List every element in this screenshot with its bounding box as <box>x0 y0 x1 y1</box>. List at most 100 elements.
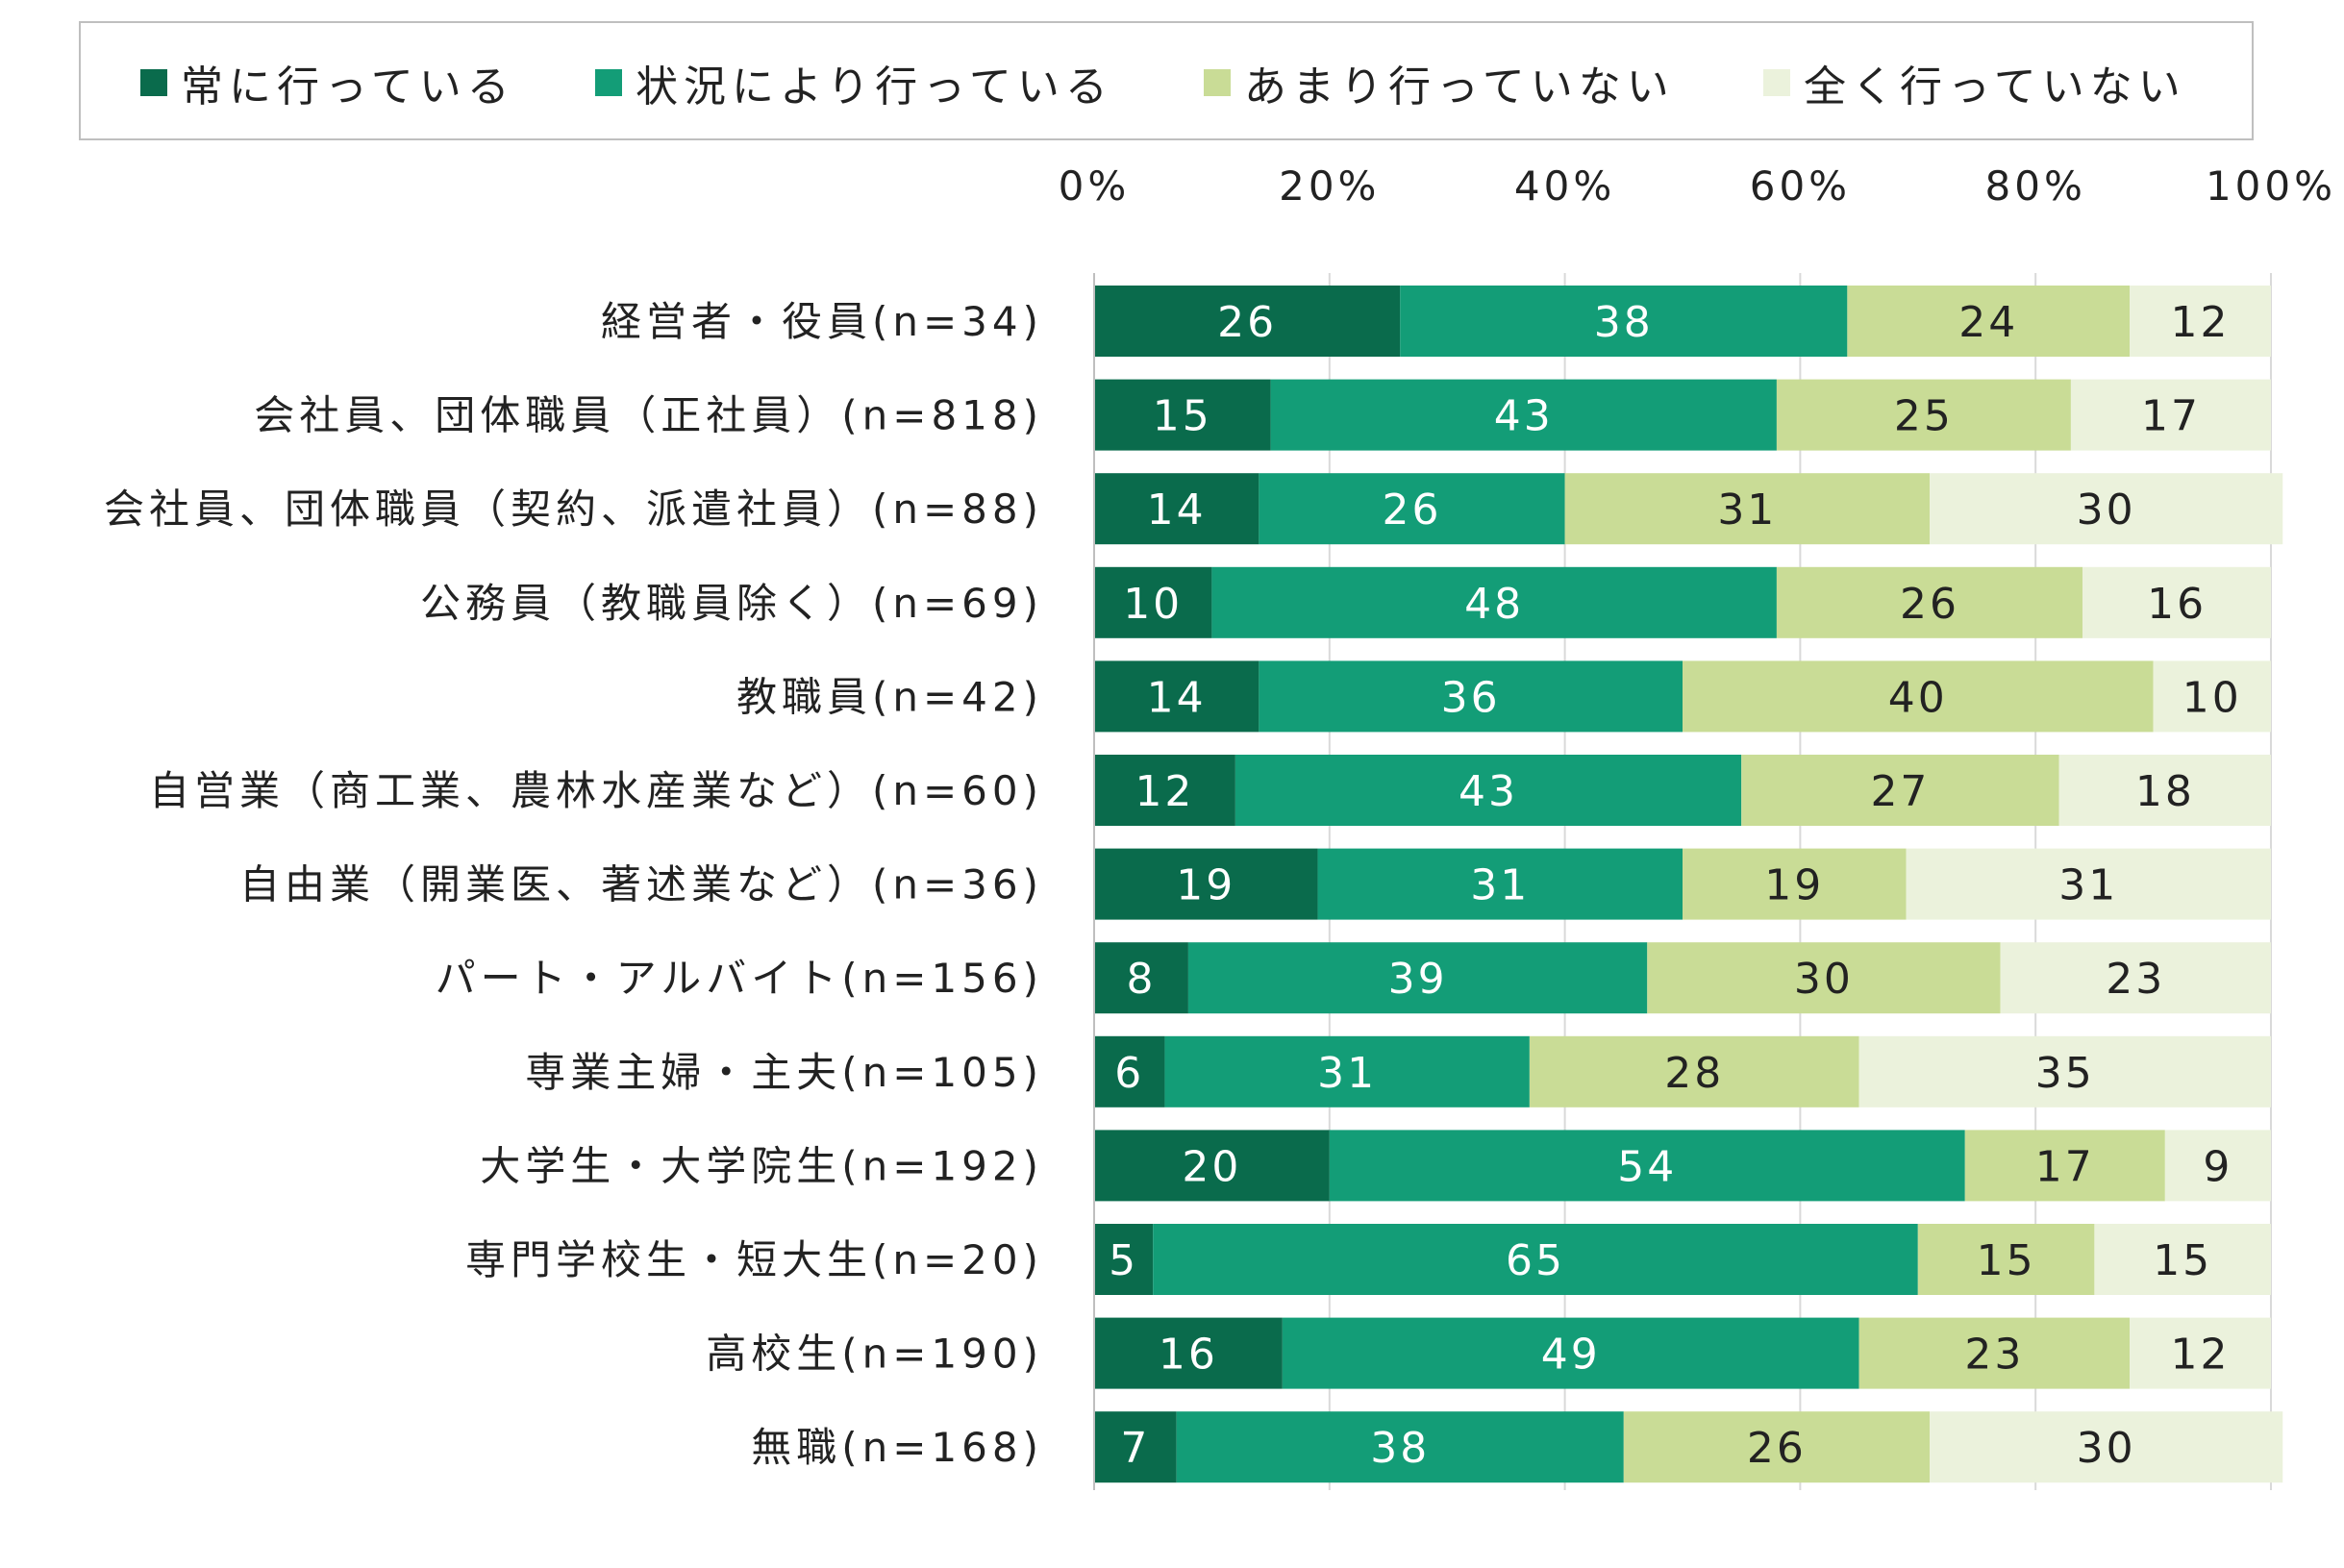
bar-segment <box>2164 1130 2271 1202</box>
legend-label-never: 全く行っていない <box>1804 62 2186 112</box>
bar-segment <box>1176 1411 1624 1483</box>
bar-segment <box>1094 1411 1177 1483</box>
data-label: 28 <box>1664 1049 1724 1098</box>
data-label: 24 <box>1958 298 2018 347</box>
data-label: 30 <box>1794 955 1854 1004</box>
bar-segment <box>1234 755 1742 826</box>
legend-swatch-depending <box>595 69 622 96</box>
data-label: 49 <box>1541 1331 1601 1380</box>
bar-segment <box>1094 379 1271 451</box>
bar-segment <box>1683 660 2154 733</box>
data-label: 16 <box>2147 580 2207 629</box>
bar-segment <box>1094 566 1212 638</box>
bar-segment <box>1094 660 1259 733</box>
data-label: 26 <box>1747 1424 1807 1473</box>
bar-segment <box>1683 848 1907 920</box>
data-label: 43 <box>1459 767 1518 816</box>
bar-segment <box>1741 755 2059 826</box>
bar-segment <box>2153 660 2271 733</box>
bar-segment <box>2094 1224 2271 1295</box>
legend-item-never: 全く行っていない <box>1763 23 2186 142</box>
data-label: 26 <box>1900 580 1959 629</box>
bar-segment <box>1906 848 2271 920</box>
data-label: 40 <box>1888 673 1948 722</box>
bar-segment <box>1317 848 1683 920</box>
legend-label-always: 常に行っている <box>181 62 515 112</box>
bar-segment <box>1917 1224 2095 1295</box>
bar-segment <box>2000 942 2271 1014</box>
bar-segment <box>1964 1130 2165 1202</box>
data-label: 65 <box>1506 1236 1565 1285</box>
legend-item-depending: 状況により行っている <box>595 23 1113 142</box>
chart-legend: 常に行っている 状況により行っている あまり行っていない 全く行っていない <box>79 21 2254 140</box>
legend-swatch-always <box>140 69 167 96</box>
data-label: 54 <box>1617 1142 1677 1191</box>
x-tick-label: 100% <box>2206 162 2336 210</box>
category-label: 自由業（開業医、著述業など）(n=36) <box>239 861 1043 908</box>
data-label: 23 <box>2106 955 2165 1004</box>
data-label: 27 <box>1870 767 1930 816</box>
bar-segment <box>1094 1130 1330 1202</box>
bar-segment <box>1858 1317 2131 1389</box>
category-label: パート・アルバイト(n=156) <box>436 955 1043 1002</box>
data-label: 31 <box>2058 861 2118 910</box>
x-tick-label: 60% <box>1750 162 1851 210</box>
data-label: 20 <box>1182 1142 1241 1191</box>
bar-segment <box>1094 942 1188 1014</box>
data-label: 38 <box>1594 298 1654 347</box>
data-label: 30 <box>2077 485 2136 535</box>
bar-segment <box>2130 286 2271 357</box>
bar-segment <box>1094 1317 1283 1389</box>
bar-segment <box>2082 566 2271 638</box>
bar-segment <box>1094 1035 1165 1108</box>
legend-label-rarely: あまり行っていない <box>1244 62 1675 112</box>
data-label: 17 <box>2141 392 2201 441</box>
bar-segment <box>1094 473 1259 545</box>
bar-segment <box>1564 473 1931 545</box>
data-label: 17 <box>2035 1142 2095 1191</box>
category-label: 教職員(n=42) <box>736 673 1043 720</box>
x-tick-label: 20% <box>1279 162 1380 210</box>
data-label: 15 <box>1153 392 1212 441</box>
x-tick-label: 40% <box>1514 162 1615 210</box>
data-label: 12 <box>2171 298 2231 347</box>
data-label: 38 <box>1370 1424 1430 1473</box>
data-label: 31 <box>1470 861 1530 910</box>
bar-segment <box>1094 755 1235 826</box>
bar-segment <box>1329 1130 1965 1202</box>
bar-segment <box>1211 566 1777 638</box>
legend-item-rarely: あまり行っていない <box>1204 23 1675 142</box>
data-label: 6 <box>1114 1049 1144 1098</box>
legend-item-always: 常に行っている <box>140 23 515 142</box>
bar-segment <box>1094 286 1401 357</box>
data-label: 23 <box>1964 1331 2024 1380</box>
bar-segment <box>1776 566 2083 638</box>
bar-segment <box>1930 1411 2283 1483</box>
data-label: 8 <box>1126 955 1156 1004</box>
bar-segment <box>1187 942 1648 1014</box>
data-label: 18 <box>2135 767 2195 816</box>
data-label: 15 <box>1977 1236 2036 1285</box>
bar-segment <box>1259 473 1565 545</box>
data-label: 5 <box>1109 1236 1138 1285</box>
category-label: 専業主婦・主夫(n=105) <box>525 1049 1043 1096</box>
bar-segment <box>1847 286 2131 357</box>
category-label: 専門学校生・短大生(n=20) <box>465 1236 1043 1283</box>
data-label: 43 <box>1494 392 1554 441</box>
data-label: 31 <box>1317 1049 1377 1098</box>
category-label: 公務員（教職員除く）(n=69) <box>420 580 1043 627</box>
data-label: 10 <box>2182 673 2242 722</box>
data-label: 19 <box>1764 861 1824 910</box>
data-label: 30 <box>2077 1424 2136 1473</box>
category-label: 高校生(n=190) <box>706 1331 1043 1378</box>
category-label: 自営業（商工業、農林水産業など）(n=60) <box>149 767 1043 814</box>
data-label: 39 <box>1388 955 1448 1004</box>
bar-segment <box>1164 1035 1530 1108</box>
bar-segment <box>2130 1317 2271 1389</box>
data-label: 10 <box>1123 580 1183 629</box>
bar-segment <box>2058 755 2271 826</box>
bar-segment <box>1094 848 1318 920</box>
legend-swatch-never <box>1763 69 1790 96</box>
category-label: 経営者・役員(n=34) <box>601 298 1043 345</box>
